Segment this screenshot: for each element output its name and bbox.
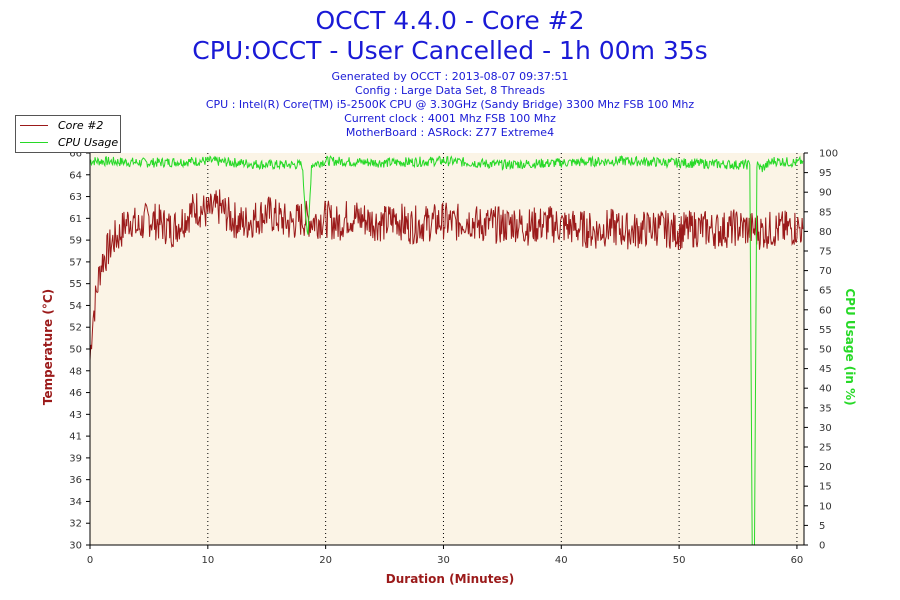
y-right-tick-label: 95: [819, 168, 832, 179]
y-axis-left-label: Temperature (°C): [41, 288, 55, 406]
y-left-tick-label: 64: [69, 170, 82, 181]
y-left-tick-label: 34: [69, 497, 82, 508]
x-tick-label: 10: [201, 555, 214, 566]
y-left-tick-label: 39: [69, 453, 82, 464]
x-tick-label: 30: [437, 555, 450, 566]
y-right-tick-label: 60: [819, 305, 832, 316]
y-right-tick-label: 50: [819, 345, 832, 356]
y-left-tick-label: 66: [69, 149, 82, 160]
info-cpu: CPU : Intel(R) Core(TM) i5-2500K CPU @ 3…: [205, 98, 695, 111]
x-tick-label: 60: [791, 555, 804, 566]
y-left-tick-label: 55: [69, 279, 82, 290]
y-left-tick-label: 46: [69, 388, 82, 399]
y-right-tick-label: 85: [819, 207, 832, 218]
y-left-tick-label: 57: [69, 257, 82, 268]
y-right-tick-label: 35: [819, 403, 832, 414]
y-left-tick-label: 36: [69, 475, 82, 486]
y-right-tick-label: 30: [819, 423, 832, 434]
y-axis-right-label: CPU Usage (in %): [843, 288, 857, 406]
legend-swatch-core2: [20, 124, 48, 126]
info-motherboard: MotherBoard : ASRock: Z77 Extreme4: [345, 126, 555, 139]
y-left-tick-label: 63: [69, 192, 82, 203]
chart-subtitle: CPU:OCCT - User Cancelled - 1h 00m 35s: [192, 36, 708, 65]
y-left-tick-label: 32: [69, 519, 82, 530]
y-left-tick-label: 52: [69, 323, 82, 334]
series-line-core2: [89, 189, 804, 361]
y-left-tick-label: 59: [69, 236, 82, 247]
x-tick-label: 20: [319, 555, 332, 566]
y-right-tick-label: 75: [819, 247, 832, 258]
y-left-tick-label: 50: [69, 345, 82, 356]
y-right-tick-label: 90: [819, 188, 832, 199]
legend-item-core2: Core #2: [20, 118, 103, 132]
y-right-tick-label: 40: [819, 384, 832, 395]
y-left-tick-label: 43: [69, 410, 82, 421]
x-tick-label: 50: [673, 555, 686, 566]
y-right-tick-label: 70: [819, 266, 832, 277]
y-right-tick-label: 10: [819, 501, 832, 512]
y-left-tick-label: 61: [69, 214, 82, 225]
y-right-tick-label: 45: [819, 364, 832, 375]
y-right-tick-label: 25: [819, 443, 832, 454]
y-right-tick-label: 15: [819, 482, 832, 493]
y-left-tick-label: 54: [69, 301, 82, 312]
y-right-tick-label: 0: [819, 541, 825, 552]
chart-title: OCCT 4.4.0 - Core #2: [315, 6, 585, 35]
y-right-tick-label: 80: [819, 227, 832, 238]
info-config: Config : Large Data Set, 8 Threads: [355, 84, 545, 97]
info-clock: Current clock : 4001 Mhz FSB 100 Mhz: [344, 112, 556, 125]
info-generated: Generated by OCCT : 2013-08-07 09:37:51: [331, 70, 569, 83]
y-left-tick-label: 41: [69, 432, 82, 443]
legend-label-cpu-usage: CPU Usage: [58, 135, 119, 149]
y-right-tick-label: 5: [819, 521, 825, 532]
y-right-tick-label: 100: [819, 149, 838, 160]
legend-label-core2: Core #2: [58, 118, 104, 132]
y-right-tick-label: 65: [819, 286, 832, 297]
legend-swatch-cpu-usage: [20, 141, 48, 143]
y-left-tick-label: 48: [69, 366, 82, 377]
x-tick-label: 40: [555, 555, 568, 566]
y-left-tick-label: 30: [69, 541, 82, 552]
legend: Core #2 CPU Usage: [15, 115, 121, 153]
y-right-tick-label: 55: [819, 325, 832, 336]
x-axis-label: Duration (Minutes): [385, 572, 515, 586]
series-line-cpu-usage: [89, 155, 804, 546]
x-tick-label: 0: [87, 555, 93, 566]
legend-item-cpu-usage: CPU Usage: [20, 135, 118, 149]
y-right-tick-label: 20: [819, 462, 832, 473]
